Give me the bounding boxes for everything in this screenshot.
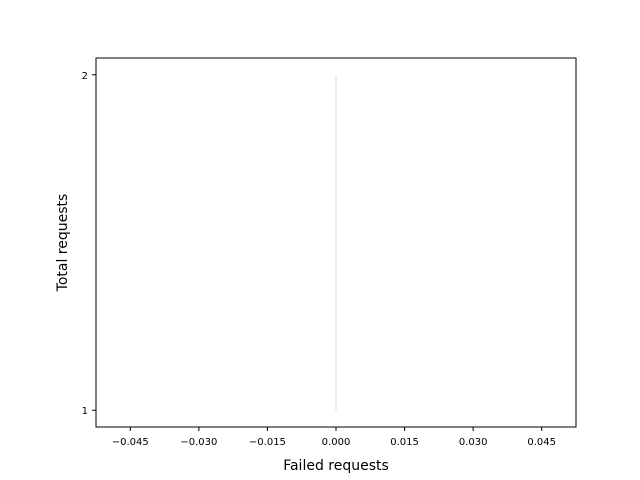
y-tick-label: 1 — [82, 406, 88, 417]
x-tick-label: 0.045 — [527, 437, 556, 448]
y-axis-label: Total requests — [55, 194, 71, 293]
x-tick-label: 0.030 — [459, 437, 488, 448]
x-tick-label: −0.030 — [180, 437, 217, 448]
y-tick-label: 2 — [82, 71, 88, 82]
x-tick-label: −0.045 — [112, 437, 149, 448]
x-tick-label: 0.000 — [322, 437, 351, 448]
y-axis: 12 — [82, 71, 96, 417]
x-axis: −0.045 −0.030 −0.015 0.000 0.015 0.030 0.045 — [112, 427, 556, 448]
x-tick-label: 0.015 — [390, 437, 419, 448]
x-axis-label: Failed requests — [283, 458, 389, 474]
x-tick-label: −0.015 — [249, 437, 286, 448]
